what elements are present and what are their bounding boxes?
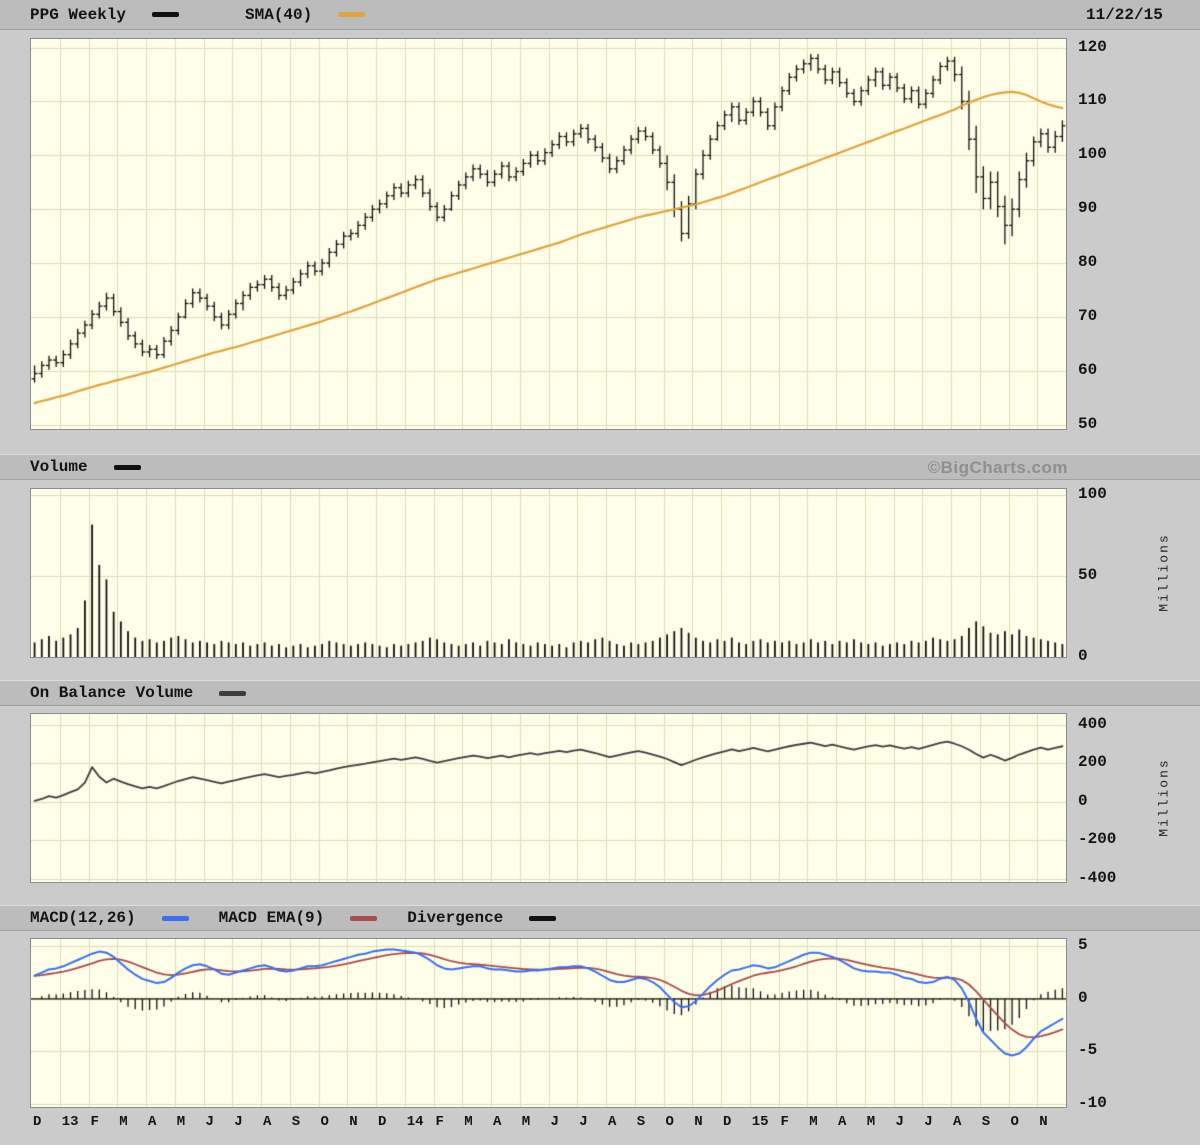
- y-axis-tick-label: 110: [1078, 91, 1107, 110]
- x-axis-month-label: O: [1010, 1114, 1019, 1130]
- macd-y-axis: 5 0 -5 -10: [1072, 936, 1192, 1111]
- volume-title: Volume: [30, 458, 88, 476]
- volume-millions-label-box: Millions: [1150, 488, 1178, 656]
- y-axis-tick-label: -10: [1078, 1093, 1107, 1112]
- y-axis-tick-label: -5: [1078, 1041, 1098, 1060]
- x-axis-month-label: S: [981, 1114, 991, 1130]
- x-axis-month-label: O: [665, 1114, 674, 1130]
- x-axis-month-label: J: [895, 1114, 904, 1130]
- x-axis-month-label: F: [780, 1114, 789, 1130]
- x-axis-month-label: D: [723, 1114, 732, 1130]
- price-legend-dash: [152, 12, 180, 17]
- obv-millions-label: Millions: [1156, 757, 1172, 837]
- volume-header: Volume ©BigCharts.com: [0, 454, 1200, 480]
- chart-date: 11/22/15: [1086, 6, 1163, 24]
- symbol-series-label: PPG Weekly: [30, 5, 127, 24]
- x-axis-month-label: F: [90, 1114, 99, 1130]
- x-axis-month-labels: D 13 F M A M J J A S O N D 14 F M A M J J A S O N D 15 F M A M J J A S O N: [30, 1110, 1065, 1138]
- macd-title: MACD(12,26): [30, 909, 136, 927]
- x-axis-month-label: A: [148, 1114, 157, 1130]
- volume-legend-dash: [113, 464, 141, 470]
- y-axis-tick-label: -400: [1078, 869, 1117, 888]
- x-axis-month-label: A: [838, 1114, 847, 1130]
- x-axis-month-label: J: [550, 1114, 559, 1130]
- y-axis-tick-label: 120: [1078, 37, 1107, 56]
- volume-chart-canvas: [30, 488, 1067, 658]
- x-axis-month-label: D: [33, 1114, 42, 1130]
- x-axis-month-label: M: [119, 1114, 128, 1130]
- y-axis-tick-label: 70: [1078, 306, 1098, 325]
- x-axis-month-label: 13: [61, 1114, 79, 1130]
- x-axis-month-label: 14: [406, 1114, 424, 1130]
- y-axis-tick-label: 50: [1078, 566, 1098, 585]
- macd-chart-canvas: [30, 938, 1067, 1108]
- x-axis-month-label: O: [320, 1114, 329, 1130]
- y-axis-tick-label: 90: [1078, 199, 1098, 218]
- y-axis-tick-label: 0: [1078, 988, 1088, 1007]
- x-axis-month-label: N: [694, 1114, 703, 1130]
- sma-legend-label: SMA(40): [245, 5, 313, 24]
- obv-title: On Balance Volume: [30, 684, 194, 702]
- x-axis-month-label: M: [809, 1114, 818, 1130]
- volume-millions-label: Millions: [1156, 532, 1172, 612]
- x-axis-month-label: M: [521, 1114, 531, 1130]
- divergence-legend-dash: [529, 915, 557, 921]
- macd-ema-legend-dash: [350, 915, 378, 921]
- y-axis-tick-label: 400: [1078, 714, 1107, 733]
- y-axis-tick-label: 0: [1078, 791, 1088, 810]
- y-axis-tick-label: 200: [1078, 753, 1107, 772]
- obv-chart-canvas: [30, 713, 1067, 883]
- y-axis-tick-label: -200: [1078, 830, 1117, 849]
- obv-millions-label-box: Millions: [1150, 713, 1178, 881]
- x-axis-month-label: A: [953, 1114, 962, 1130]
- x-axis-month-label: M: [176, 1114, 186, 1130]
- x-axis-month-label: F: [435, 1114, 444, 1130]
- macd-header: MACD(12,26) MACD EMA(9) Divergence: [0, 905, 1200, 931]
- price-chart-canvas: [30, 38, 1067, 430]
- x-axis-month-label: N: [349, 1114, 358, 1130]
- x-axis-month-label: J: [924, 1114, 933, 1130]
- y-axis-tick-label: 50: [1078, 414, 1098, 433]
- x-axis-month-label: M: [866, 1114, 876, 1130]
- x-axis-month-label: J: [205, 1114, 214, 1130]
- divergence-label: Divergence: [407, 909, 504, 927]
- x-axis-month-label: J: [579, 1114, 588, 1130]
- y-axis-tick-label: 5: [1078, 936, 1088, 955]
- x-axis-month-label: D: [378, 1114, 387, 1130]
- price-y-axis: 120 110 100 90 80 70 60 50: [1072, 37, 1192, 433]
- y-axis-tick-label: 0: [1078, 647, 1088, 665]
- y-axis-tick-label: 100: [1078, 145, 1107, 164]
- x-axis-month-label: A: [608, 1114, 617, 1130]
- obv-legend-dash: [219, 690, 247, 696]
- y-axis-tick-label: 80: [1078, 253, 1098, 272]
- y-axis-tick-label: 100: [1078, 485, 1107, 504]
- obv-header: On Balance Volume: [0, 680, 1200, 706]
- x-axis-month-label: S: [291, 1114, 301, 1130]
- x-axis-month-label: M: [464, 1114, 473, 1130]
- bigcharts-watermark: ©BigCharts.com: [927, 458, 1068, 477]
- volume-y-axis: 100 50 0: [1072, 485, 1192, 665]
- price-header: PPG Weekly SMA(40) 11/22/15: [0, 0, 1200, 30]
- obv-y-axis: 400 200 0 -200 -400: [1072, 713, 1192, 887]
- x-axis-month-label: A: [263, 1114, 272, 1130]
- macd-legend-dash: [161, 915, 189, 921]
- y-axis-tick-label: 60: [1078, 360, 1098, 379]
- macd-ema-label: MACD EMA(9): [218, 909, 325, 927]
- x-axis-month-label: 15: [751, 1114, 769, 1130]
- sma-legend-dash: [338, 12, 366, 17]
- x-axis-month-label: A: [493, 1114, 502, 1130]
- x-axis-month-label: N: [1039, 1114, 1048, 1130]
- x-axis-month-label: J: [234, 1114, 243, 1130]
- x-axis-month-label: S: [636, 1114, 646, 1130]
